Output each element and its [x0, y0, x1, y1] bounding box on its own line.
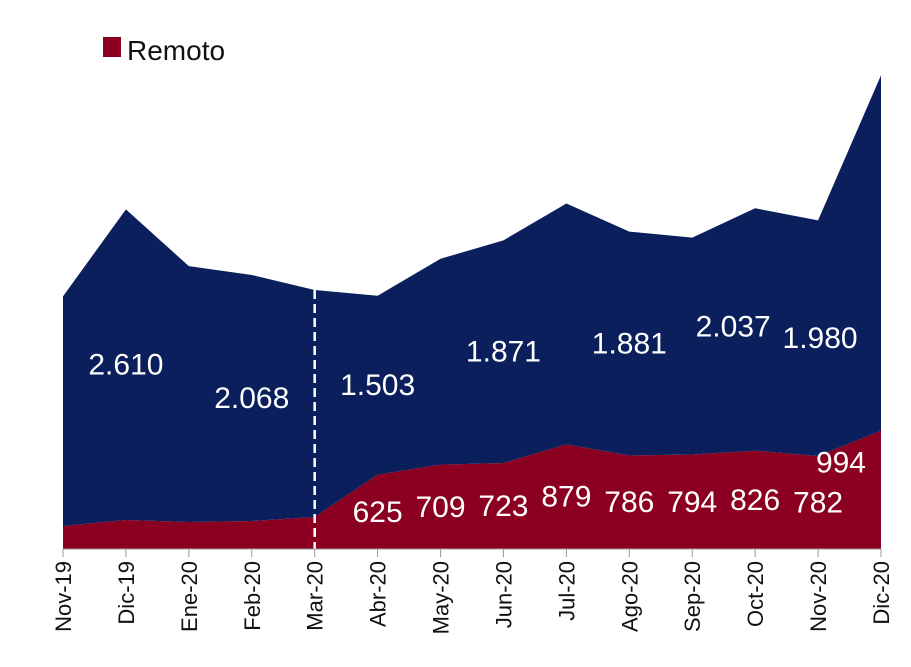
x-tick-label: Oct-20 — [743, 561, 768, 627]
data-label: 625 — [353, 496, 403, 529]
data-label: 709 — [416, 491, 466, 524]
data-label: 826 — [730, 484, 780, 517]
x-tick-label: Sep-20 — [680, 561, 705, 632]
data-label: 1.881 — [592, 328, 667, 361]
x-tick-label: Feb-20 — [240, 561, 265, 631]
x-tick-label: Ene-20 — [177, 561, 202, 632]
x-axis: Nov-19 Dic-19 Ene-20 Feb-20 Mar-20 Abr-20 May-… — [51, 548, 894, 634]
data-label: 794 — [667, 486, 717, 519]
x-tick-label: Dic-20 — [869, 561, 894, 625]
data-labels: 625 709 723 879 786 794 826 782 994 2.610 2.068 1.5… — [88, 311, 866, 529]
data-label: 994 — [816, 447, 866, 480]
legend: Remoto — [103, 35, 225, 66]
x-tick-label: Ago-20 — [617, 561, 642, 632]
area-series-remoto — [63, 430, 881, 549]
x-tick-label: Jul-20 — [554, 561, 579, 621]
data-label: 723 — [478, 490, 528, 523]
data-label: 2.068 — [214, 382, 289, 415]
data-label: 1.980 — [783, 322, 858, 355]
data-label: 879 — [541, 481, 591, 514]
data-label: 1.871 — [466, 336, 541, 369]
area-series-series-2 — [63, 75, 881, 527]
data-label: 1.503 — [340, 369, 415, 402]
legend-label-remoto: Remoto — [127, 35, 225, 66]
x-tick-label: Mar-20 — [303, 561, 328, 631]
x-tick-label: Nov-20 — [806, 561, 831, 632]
x-tick-label: May-20 — [429, 561, 454, 634]
data-label: 2.037 — [696, 311, 771, 344]
x-tick-label: Nov-19 — [51, 561, 76, 632]
x-tick-label: Dic-19 — [114, 561, 139, 625]
data-label: 2.610 — [88, 349, 163, 382]
x-tick-label: Jun-20 — [491, 561, 516, 628]
data-label: 782 — [793, 486, 843, 519]
legend-swatch-remoto — [103, 37, 121, 57]
data-label: 786 — [604, 486, 654, 519]
areas — [63, 75, 881, 549]
x-tick-label: Abr-20 — [366, 561, 391, 627]
